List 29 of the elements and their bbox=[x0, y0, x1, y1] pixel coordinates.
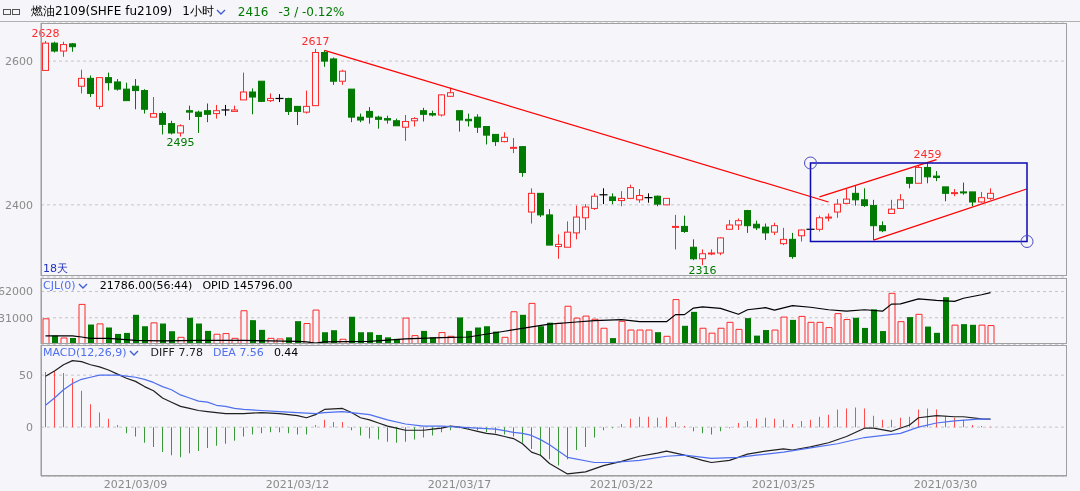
annotation: 7.56 bbox=[239, 346, 264, 359]
chart-subtitle: 1小时 bbox=[182, 3, 215, 20]
annotation: 2316 bbox=[688, 264, 717, 278]
x-tick-label: 2021/03/30 bbox=[913, 477, 978, 491]
y-tick-label: 50 bbox=[19, 369, 33, 383]
text: 2416 bbox=[237, 4, 269, 19]
annotation: 0.44 bbox=[273, 346, 299, 359]
annotation: 2459 bbox=[913, 148, 942, 162]
x-tick-label: 2021/03/25 bbox=[751, 477, 816, 491]
y-tick-label: 2600 bbox=[5, 55, 33, 68]
annotation: 2495 bbox=[166, 135, 195, 149]
y-tick-label: 0 bbox=[26, 421, 33, 435]
annotation: 18天 bbox=[43, 261, 68, 276]
text: DIFF bbox=[150, 346, 175, 359]
x-tick-label: 2021/03/12 bbox=[265, 477, 330, 491]
annotation: 2628 bbox=[31, 26, 60, 40]
annotation: 21786.00(56:44) bbox=[99, 279, 193, 292]
text: -3 / -0.12% bbox=[278, 4, 345, 19]
x-tick-label: 2021/03/22 bbox=[589, 477, 654, 491]
chart-title: MACD(12,26,9) bbox=[43, 346, 128, 359]
x-tick-label: 2021/03/09 bbox=[103, 477, 168, 491]
x-tick-label: 2021/03/17 bbox=[427, 477, 492, 491]
y-tick-label: 2400 bbox=[5, 198, 33, 212]
chart-title: 燃油2109(SHFE fu2109) bbox=[31, 3, 173, 20]
annotation: 2617 bbox=[301, 34, 330, 48]
text: DEA bbox=[212, 346, 236, 359]
annotation: OPID 145796.00 bbox=[202, 279, 293, 292]
chart-title: CJL(0) bbox=[43, 279, 77, 292]
annotation: 7.78 bbox=[178, 346, 203, 359]
